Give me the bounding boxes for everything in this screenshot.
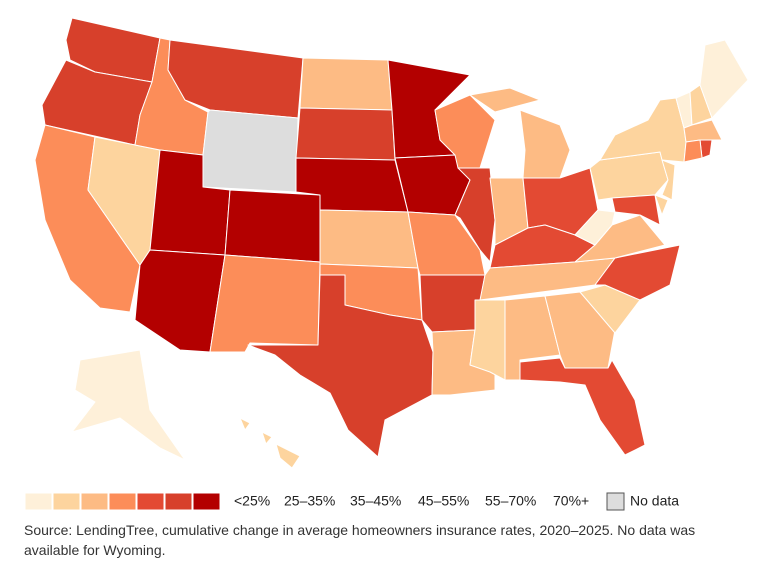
- state: [247, 274, 434, 458]
- legend-swatch: [108, 492, 137, 511]
- state: [599, 97, 687, 163]
- legend-label: 45–55%: [418, 493, 469, 509]
- legend-label: 70%+: [553, 493, 589, 509]
- source-note: Source: LendingTree, cumulative change i…: [24, 522, 696, 558]
- map: <25% 25–35% 35–45% 45–55% 55–70% 70%+ No data: [24, 17, 749, 511]
- legend-label: No data: [630, 493, 679, 509]
- state: [299, 57, 393, 111]
- state: [574, 209, 616, 246]
- legend-label: 55–70%: [485, 493, 536, 509]
- state: [319, 209, 419, 269]
- legend-label: 35–45%: [350, 493, 401, 509]
- legend-swatch: [80, 492, 109, 511]
- legend-swatch: [164, 492, 193, 511]
- state: [209, 254, 321, 353]
- legend-swatch: [24, 492, 53, 511]
- legend-label: <25%: [234, 493, 270, 509]
- legend-label: 25–35%: [284, 493, 335, 509]
- legend-swatch: [192, 492, 221, 511]
- state: [224, 189, 321, 263]
- state: [611, 194, 661, 226]
- state: [71, 349, 186, 461]
- state: [661, 159, 676, 201]
- legend-swatch: [136, 492, 165, 511]
- state: [239, 417, 301, 469]
- state: [202, 109, 299, 193]
- state: [519, 357, 646, 456]
- legend-swatch: [52, 492, 81, 511]
- state: [134, 249, 226, 353]
- state: [654, 194, 669, 216]
- state: [295, 107, 396, 161]
- state: [683, 139, 703, 163]
- legend-swatch: [606, 492, 625, 511]
- state: [699, 39, 749, 119]
